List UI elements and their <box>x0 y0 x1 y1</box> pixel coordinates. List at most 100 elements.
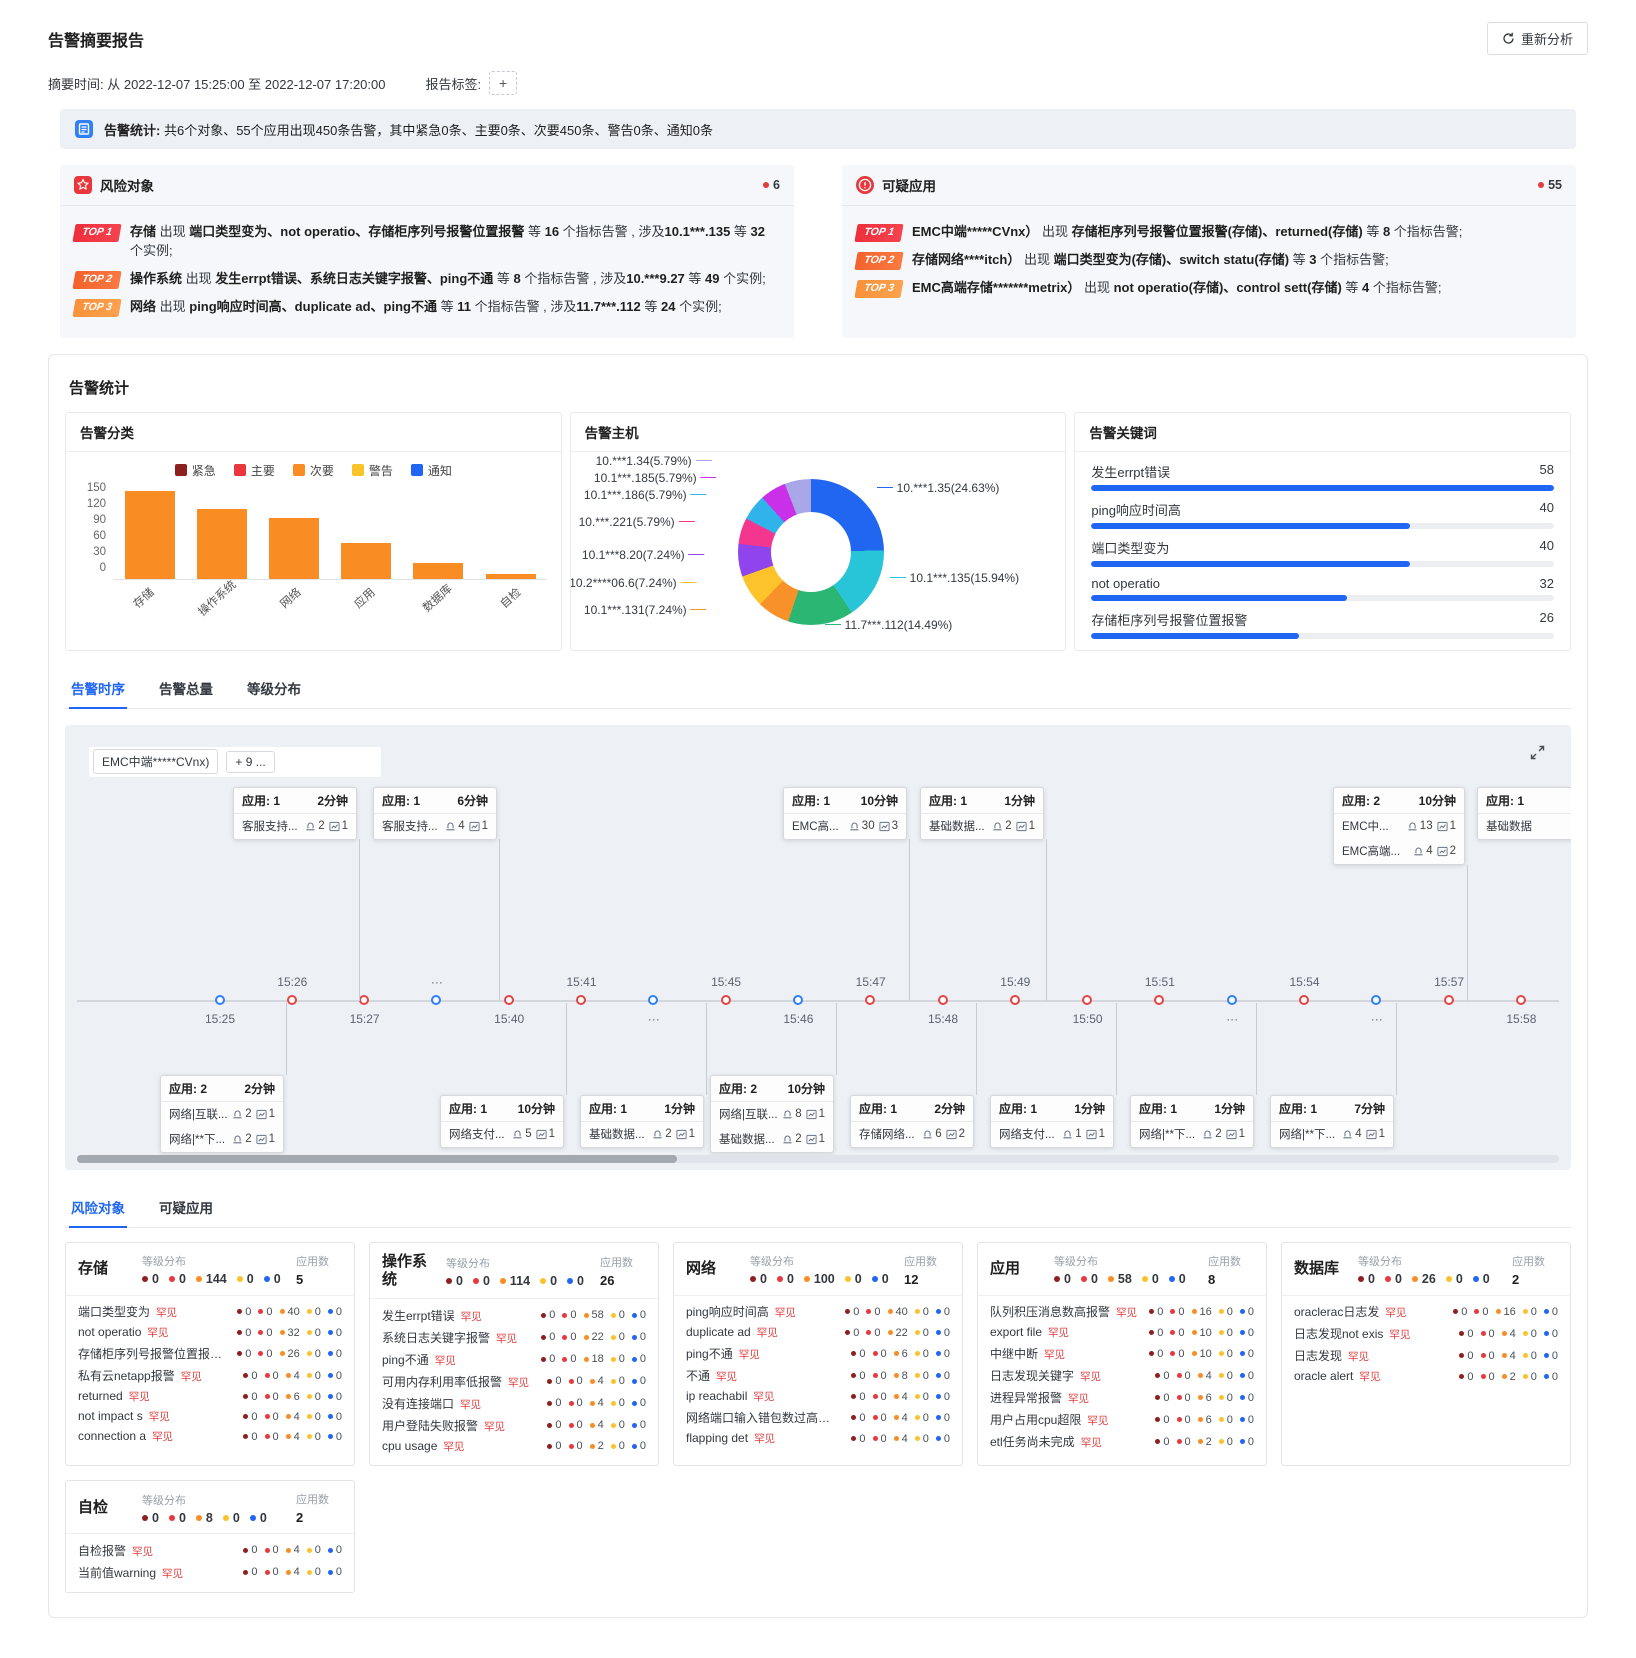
timeline-event-dot[interactable] <box>1515 995 1526 1006</box>
add-tag-button[interactable]: + <box>489 71 518 95</box>
card-duration: 2分钟 <box>317 793 348 808</box>
timeline-event-card[interactable]: 应用: 2 2分钟 网络|互联... 2 1 网络|**下... 2 1 <box>160 1074 284 1153</box>
level-dot-icon <box>1197 1395 1203 1401</box>
timeline-event-dot[interactable] <box>1082 995 1093 1006</box>
metric-level-value: 18 <box>583 1353 604 1365</box>
timeline-event-dot[interactable] <box>865 995 876 1006</box>
metric-level-value: 22 <box>887 1327 908 1339</box>
top-ranked-row: TOP 1 EMC中端*****CVnx） 出现 存储柜序列号报警位置报警(存储)… <box>854 223 1562 242</box>
alarm-count: 2 <box>305 820 325 832</box>
timeline-time-label: 15:45 <box>711 974 742 989</box>
timeline-event-dot[interactable] <box>720 995 731 1006</box>
metric-row: 日志发现 罕见 0 0 4 0 0 <box>1294 1345 1558 1367</box>
level-value: 0 <box>844 1272 862 1286</box>
timeline-event-dot[interactable] <box>286 995 297 1006</box>
timeline-event-card[interactable]: 应用: 2 10分钟 网络|互联... 8 1 基础数据... 2 1 <box>710 1074 834 1153</box>
timeline-event-dot[interactable] <box>1371 995 1382 1006</box>
metric-label: 发生errpt错误 <box>382 1308 455 1323</box>
timeline-event-dot[interactable] <box>792 995 803 1006</box>
bar-chart-title: 告警分类 <box>66 413 561 452</box>
metric-level-value: 0 <box>306 1431 321 1443</box>
timeline-event-dot[interactable] <box>576 995 586 1006</box>
timeline-event-dot[interactable] <box>648 995 659 1006</box>
fullscreen-icon[interactable] <box>1530 745 1545 760</box>
reanalyze-button[interactable]: 重新分析 <box>1486 22 1588 55</box>
metric-row: 端口类型变为 罕见 0 0 40 0 0 <box>78 1301 342 1323</box>
timeline-event-dot[interactable] <box>359 995 370 1006</box>
metric-label: export file <box>990 1325 1043 1340</box>
risk-count-badge: 6 <box>763 178 780 192</box>
filter-chip[interactable]: EMC中端*****CVnx) <box>93 749 219 775</box>
timeline-event-dot[interactable] <box>503 995 514 1006</box>
timeline-event-card[interactable]: 应用: 1 2分钟 客服支持... 2 1 <box>233 786 357 840</box>
card-app-row: 客服支持... 4 1 <box>374 814 496 839</box>
timeline-event-card[interactable]: 应用: 1 1分钟 基础数据... 2 1 <box>580 1094 704 1148</box>
timeline-event-card[interactable]: 应用: 2 10分钟 EMC中... 13 1 EMC高端... 4 2 <box>1333 786 1465 865</box>
alarm-count-icon <box>782 1134 793 1145</box>
x-tick-label: 自检 <box>498 586 525 611</box>
rare-tag: 罕见 <box>156 1307 178 1320</box>
metric-level-value: 0 <box>237 1348 251 1360</box>
timeline-event-card[interactable]: 应用: 1 1分钟 基础数据... 2 1 <box>920 786 1044 840</box>
timeline-event-dot[interactable] <box>1154 995 1165 1006</box>
metric-row: ping不通 罕见 0 0 18 0 0 <box>382 1348 646 1370</box>
top-ranked-row: TOP 3 网络 出现 ping响应时间高、duplicate ad、ping不通… <box>72 298 780 317</box>
timeline-event-dot[interactable] <box>1443 995 1454 1006</box>
metric-level-value: 0 <box>610 1375 625 1387</box>
level-dot-icon <box>1522 1353 1528 1359</box>
timeline-event-card[interactable]: 应用: 1 10分钟 网络支付... 5 1 <box>440 1094 564 1148</box>
category-name: 应用 <box>990 1260 1021 1278</box>
timeline-event-dot[interactable] <box>937 995 948 1006</box>
timeline-event-card[interactable]: 应用: 1 6分钟 客服支持... 4 1 <box>373 786 497 840</box>
y-tick-label: 0 <box>99 561 106 574</box>
metric-row: 不通 罕见 0 0 8 0 0 <box>686 1365 950 1387</box>
level-dot-icon <box>1218 1395 1224 1401</box>
metric-count: 1 <box>469 820 488 832</box>
tab-category-1[interactable]: 可疑应用 <box>159 1200 213 1216</box>
metric-row: duplicate ad 罕见 0 0 22 0 0 <box>686 1323 950 1343</box>
tab-timeline-2[interactable]: 等级分布 <box>247 681 301 697</box>
level-dot-icon <box>306 1414 312 1420</box>
tab-timeline-0[interactable]: 告警时序 <box>69 667 127 709</box>
metric-label: 可用内存利用率低报警 <box>382 1374 503 1389</box>
timeline-event-card[interactable]: 应用: 1 7分钟 网络|**下... 4 1 <box>1270 1094 1394 1148</box>
alert-timeline: EMC中端*****CVnx) + 9 ... 15:25 15:26 15:27 ··… <box>65 724 1571 1170</box>
metric-level-value: 0 <box>631 1353 646 1365</box>
timeline-event-card[interactable]: 应用: 1 1分钟 网络|**下... 2 1 <box>1130 1094 1254 1148</box>
timeline-event-dot[interactable] <box>1226 995 1237 1006</box>
timeline-event-dot[interactable] <box>214 995 225 1006</box>
timeline-event-card[interactable]: 应用: 1 2分钟 存储网络... 6 2 <box>850 1094 974 1148</box>
filter-chip[interactable]: + 9 ... <box>226 750 275 773</box>
metric-count-icon <box>1437 846 1448 857</box>
metric-count: 1 <box>1437 820 1456 832</box>
level-dot-icon <box>1170 1309 1176 1315</box>
timeline-event-dot[interactable] <box>431 995 442 1006</box>
level-distribution-values: 0 0 144 0 0 <box>142 1272 286 1286</box>
metric-level-value: 0 <box>243 1431 258 1443</box>
leader-line <box>680 582 697 584</box>
level-distribution-values: 0 0 100 0 0 <box>750 1272 894 1286</box>
timeline-event-dot[interactable] <box>1299 995 1309 1006</box>
metric-level-value: 0 <box>568 1419 583 1431</box>
metric-level-values: 0 0 22 0 0 <box>541 1331 646 1343</box>
metric-row: ip reachabil 罕见 0 0 4 0 0 <box>686 1387 950 1407</box>
metric-label: 私有云netapp报警 <box>78 1369 175 1384</box>
keyword-value: 58 <box>1539 461 1555 477</box>
metric-level-value: 0 <box>851 1433 866 1445</box>
app-count-label: 应用数 <box>296 1255 329 1268</box>
timeline-event-card[interactable]: 应用: 1 基础数据 <box>1477 786 1571 840</box>
timeline-event-card[interactable]: 应用: 1 10分钟 EMC高... 30 3 <box>783 786 907 840</box>
timeline-event-dot[interactable] <box>1009 995 1020 1006</box>
timeline-event-card[interactable]: 应用: 1 1分钟 网络支付... 1 1 <box>990 1094 1114 1148</box>
metric-level-value: 0 <box>264 1566 279 1578</box>
metric-level-value: 0 <box>631 1440 646 1452</box>
level-dot-icon <box>851 1394 857 1400</box>
tab-category-0[interactable]: 风险对象 <box>69 1186 127 1228</box>
app-count-label: 应用数 <box>904 1255 937 1268</box>
timeline-scrollbar-thumb[interactable] <box>77 1154 677 1163</box>
metric-level-values: 0 0 18 0 0 <box>541 1353 646 1365</box>
legend-label: 主要 <box>250 463 275 478</box>
tab-timeline-1[interactable]: 告警总量 <box>159 681 213 697</box>
